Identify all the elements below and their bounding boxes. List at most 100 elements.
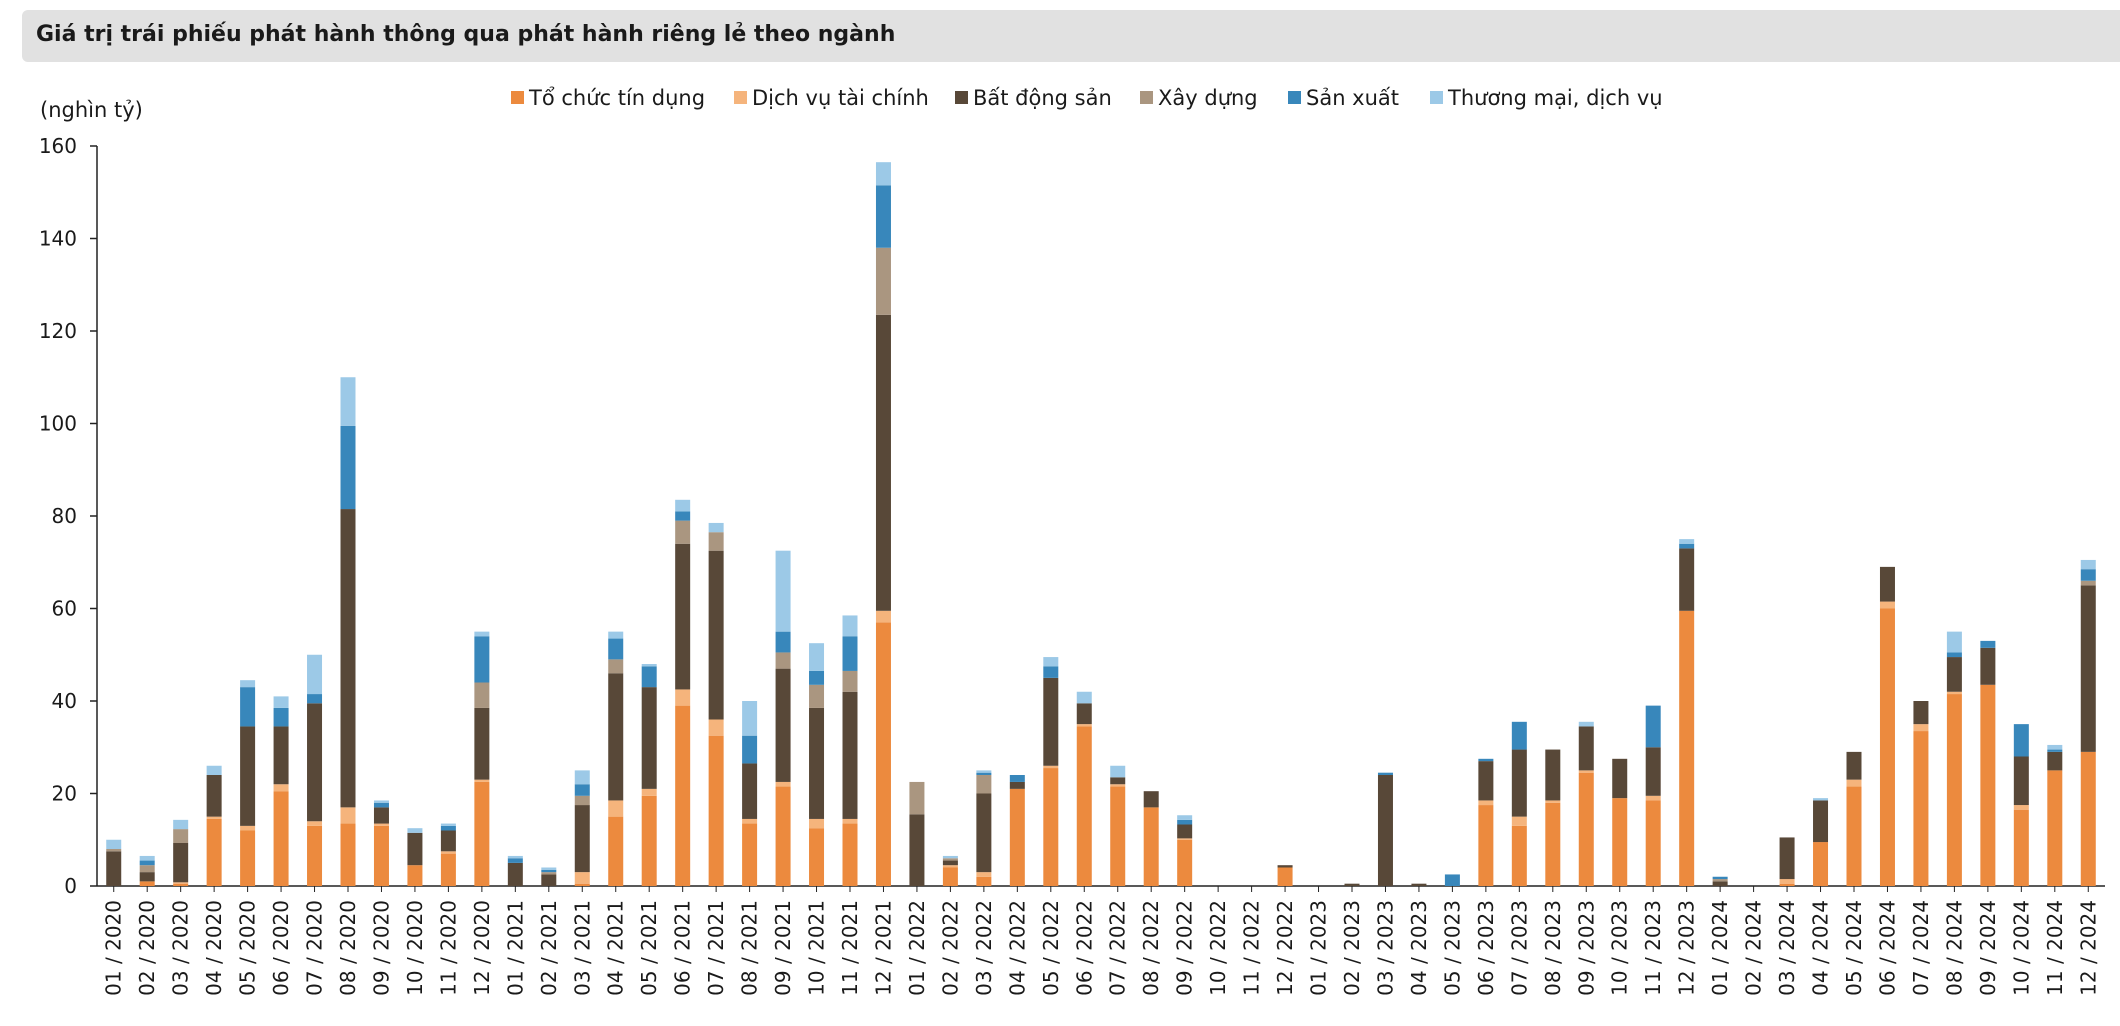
bar-segment [1846,751,1862,780]
x-tick-label: 07 / 2022 [1106,900,1130,996]
bar-segment [173,819,189,830]
bar-segment [675,689,691,706]
x-tick-label: 08 / 2020 [336,900,360,996]
bar-segment [1679,548,1695,611]
bar-segment [1813,798,1829,801]
bar-segment [1277,867,1293,886]
bar-segment [440,853,456,887]
legend-swatch [1430,91,1443,104]
bar-segment [541,874,557,886]
bar-segment [909,814,925,886]
bar-segment [1478,805,1494,886]
bar-segment [307,703,323,822]
y-tick-label: 160 [39,134,77,158]
bar-segment [1478,800,1494,806]
bar-segment [574,784,590,796]
bar-segment [1177,819,1193,825]
bar-segment [1110,786,1126,886]
bar-segment [440,823,456,826]
legend-label: Bất động sản [973,86,1112,110]
bar-segment [574,883,590,886]
bar-segment [139,860,155,866]
bar-segment [139,881,155,887]
bar-segment [875,162,891,186]
chart-title-bar: Giá trị trái phiếu phát hành thông qua p… [22,10,2120,62]
bar-segment [507,862,523,887]
x-tick-label: 10 / 2021 [805,900,829,996]
bar-segment [1076,691,1092,704]
bar-segment [1143,807,1159,887]
bar-segment [240,825,256,831]
y-tick-label: 40 [52,689,77,713]
bar-segment [139,855,155,861]
bar-segment [942,865,958,868]
bar-segment [474,631,490,637]
bar-segment [875,622,891,887]
bar-segment [474,707,490,780]
x-tick-label: 12 / 2022 [1273,900,1297,996]
bar-segment [1177,838,1193,840]
bar-segment [507,855,523,859]
x-tick-label: 03 / 2020 [169,900,193,996]
bar-segment [708,522,724,533]
x-tick-label: 10 / 2020 [403,900,427,996]
bar-segment [340,425,356,510]
x-tick-label: 01 / 2020 [102,900,126,996]
bar-segment [2047,749,2063,752]
bar-segment [173,842,189,883]
bar-segment [1779,837,1795,880]
bar-segment [1712,879,1728,882]
bar-segment [574,770,590,785]
y-tick-label: 0 [64,874,77,898]
bar-segment [1612,798,1628,887]
bar-segment [675,520,691,544]
bar-segment [1946,694,1962,886]
bar-segment [1511,749,1527,817]
y-tick-label: 80 [52,504,77,528]
x-tick-label: 08 / 2021 [738,900,762,996]
y-tick-label: 100 [39,412,77,436]
bar-segment [775,652,791,669]
x-tick-label: 01 / 2022 [905,900,929,996]
bar-segment [608,816,624,887]
bar-segment [2013,724,2029,757]
bar-segment [1478,758,1494,762]
bar-segment [1913,731,1929,886]
legend-swatch [1140,91,1153,104]
bar-segment [742,823,758,886]
x-tick-label: 04 / 2021 [604,900,628,996]
y-tick-label: 60 [52,597,77,621]
bar-segment [206,765,222,775]
bar-segment [775,781,791,787]
bar-segment [273,791,289,886]
bar-segment [976,772,992,775]
x-tick-label: 07 / 2021 [704,900,728,996]
bar-segment [206,775,222,817]
bar-segment [1980,640,1996,648]
bar-segment [809,828,825,886]
bar-segment [1545,749,1561,801]
x-tick-label: 08 / 2023 [1541,900,1565,996]
bar-segment [240,680,256,688]
x-tick-label: 02 / 2024 [1742,900,1766,996]
bar-segment [106,839,122,849]
bar-segment [1110,784,1126,787]
x-tick-label: 04 / 2022 [1005,900,1029,996]
bar-segment [1177,824,1193,839]
x-tick-label: 10 / 2022 [1206,900,1230,996]
bar-segment [373,802,389,808]
x-tick-label: 06 / 2020 [269,900,293,996]
bar-segment [2080,585,2096,752]
chart-title: Giá trị trái phiếu phát hành thông qua p… [36,22,896,47]
x-tick-label: 02 / 2023 [1340,900,1364,996]
x-tick-label: 05 / 2022 [1039,900,1063,996]
bar-segment [608,673,624,801]
bar-segment [474,779,490,782]
bar-segment [340,377,356,426]
x-tick-label: 06 / 2023 [1474,900,1498,996]
bar-segment [976,770,992,773]
bar-segment [842,636,858,671]
bar-segment [2047,751,2063,771]
y-tick-label: 120 [39,319,77,343]
bar-segment [976,793,992,873]
